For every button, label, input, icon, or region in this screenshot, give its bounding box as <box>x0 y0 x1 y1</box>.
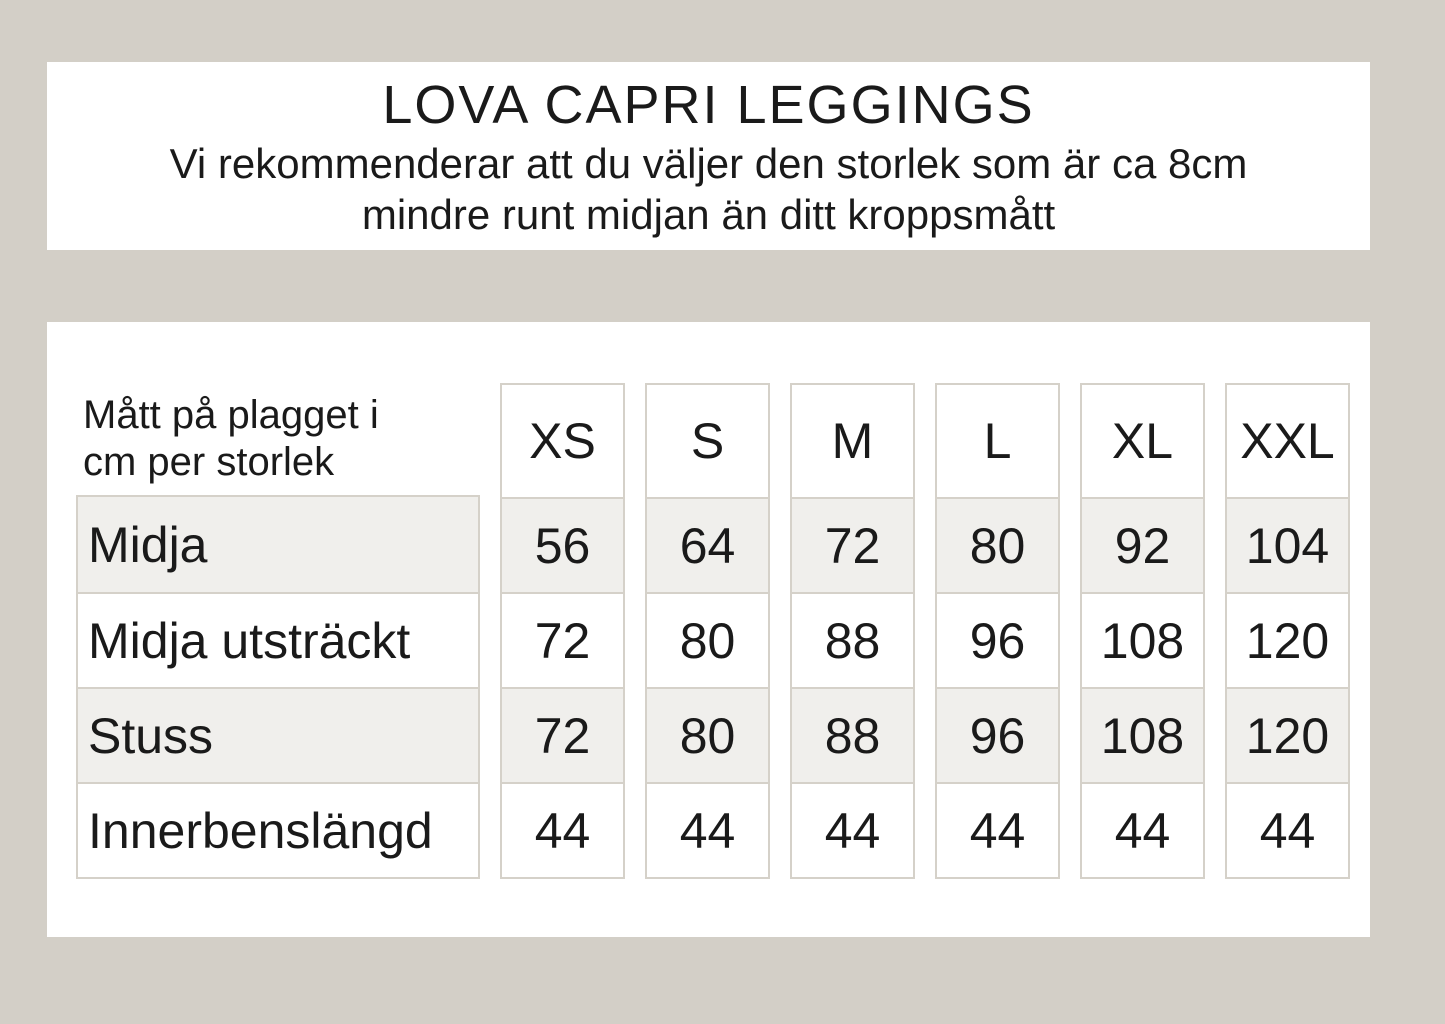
size-column-m-box: M 72 88 88 44 <box>790 383 915 879</box>
table-cell: 88 <box>792 687 913 782</box>
table-cell: 72 <box>502 592 623 687</box>
table-cell: 44 <box>1082 782 1203 877</box>
table-cell: 80 <box>647 592 768 687</box>
size-header-xs: XS <box>502 385 623 497</box>
table-cell: 92 <box>1082 497 1203 592</box>
size-recommendation-line-1: Vi rekommenderar att du väljer den storl… <box>169 140 1248 187</box>
table-cell: 44 <box>792 782 913 877</box>
table-cell: 88 <box>792 592 913 687</box>
size-column-xxl: XXL 104 120 120 44 <box>1225 383 1350 879</box>
size-recommendation-line-2: mindre runt midjan än ditt kroppsmått <box>361 191 1056 238</box>
size-header-xxl: XXL <box>1227 385 1348 497</box>
size-column-xxl-box: XXL 104 120 120 44 <box>1225 383 1350 879</box>
measurement-label-column: Mått på plagget i cm per storlek Midja M… <box>76 383 480 879</box>
size-header-m: M <box>792 385 913 497</box>
table-cell: 64 <box>647 497 768 592</box>
table-cell: 44 <box>1227 782 1348 877</box>
row-label-stuss: Stuss <box>78 687 478 782</box>
table-cell: 44 <box>937 782 1058 877</box>
corner-label-line-2: cm per storlek <box>83 440 335 484</box>
table-cell: 72 <box>792 497 913 592</box>
table-cell: 120 <box>1227 687 1348 782</box>
size-column-l: L 80 96 96 44 <box>935 383 1060 879</box>
table-cell: 108 <box>1082 687 1203 782</box>
size-chart-table: Mått på plagget i cm per storlek Midja M… <box>76 383 1350 879</box>
size-header-l: L <box>937 385 1058 497</box>
table-cell: 108 <box>1082 592 1203 687</box>
corner-label-line-1: Mått på plagget i <box>83 393 379 437</box>
row-label-midja: Midja <box>78 497 478 592</box>
size-column-s-box: S 64 80 80 44 <box>645 383 770 879</box>
table-cell: 44 <box>502 782 623 877</box>
size-column-xs: XS 56 72 72 44 <box>500 383 625 879</box>
table-cell: 72 <box>502 687 623 782</box>
table-cell: 120 <box>1227 592 1348 687</box>
size-header-xl: XL <box>1082 385 1203 497</box>
table-cell: 80 <box>647 687 768 782</box>
table-cell: 44 <box>647 782 768 877</box>
table-cell: 104 <box>1227 497 1348 592</box>
product-title: LOVA CAPRI LEGGINGS <box>382 75 1035 135</box>
size-column-xs-box: XS 56 72 72 44 <box>500 383 625 879</box>
size-column-l-box: L 80 96 96 44 <box>935 383 1060 879</box>
measurement-label-box: Midja Midja utsträckt Stuss Innerbenslän… <box>76 495 480 879</box>
table-cell: 56 <box>502 497 623 592</box>
table-cell: 96 <box>937 687 1058 782</box>
size-column-xl: XL 92 108 108 44 <box>1080 383 1205 879</box>
row-label-midja-utstrackt: Midja utsträckt <box>78 592 478 687</box>
size-column-m: M 72 88 88 44 <box>790 383 915 879</box>
size-column-xl-box: XL 92 108 108 44 <box>1080 383 1205 879</box>
header-panel: LOVA CAPRI LEGGINGS Vi rekommenderar att… <box>47 62 1370 250</box>
size-header-s: S <box>647 385 768 497</box>
row-label-innerbenslangd: Innerbenslängd <box>78 782 478 877</box>
table-corner-label: Mått på plagget i cm per storlek <box>76 383 480 495</box>
size-column-s: S 64 80 80 44 <box>645 383 770 879</box>
size-chart-panel: Mått på plagget i cm per storlek Midja M… <box>47 322 1370 937</box>
table-cell: 96 <box>937 592 1058 687</box>
table-cell: 80 <box>937 497 1058 592</box>
